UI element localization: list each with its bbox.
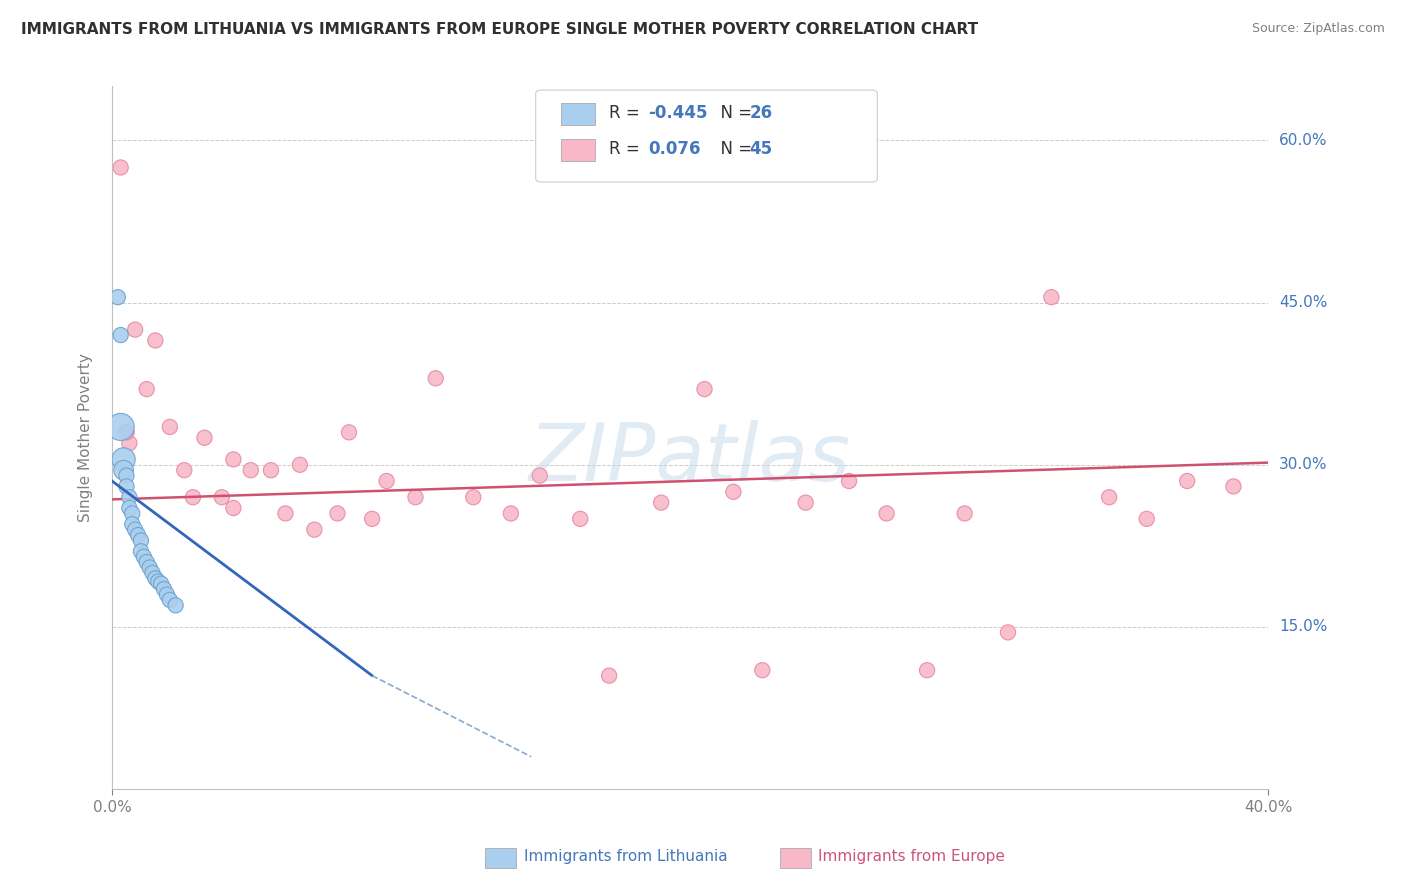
Point bbox=[118, 501, 141, 516]
Text: R =: R = bbox=[609, 104, 645, 122]
Point bbox=[751, 663, 773, 677]
Point bbox=[222, 452, 245, 467]
Point bbox=[222, 501, 245, 516]
Point bbox=[110, 161, 132, 175]
Point bbox=[361, 512, 384, 526]
Point bbox=[132, 549, 155, 564]
Point bbox=[1175, 474, 1198, 488]
Y-axis label: Single Mother Poverty: Single Mother Poverty bbox=[79, 353, 93, 522]
Point bbox=[211, 490, 233, 504]
Text: 60.0%: 60.0% bbox=[1279, 133, 1327, 148]
Point bbox=[110, 328, 132, 343]
Point bbox=[121, 517, 143, 532]
Text: 0.076: 0.076 bbox=[648, 140, 700, 158]
Point bbox=[115, 468, 138, 483]
Point bbox=[1098, 490, 1121, 504]
Point bbox=[304, 523, 326, 537]
Point bbox=[598, 668, 620, 682]
Point bbox=[159, 420, 181, 434]
Point bbox=[145, 571, 167, 585]
Point bbox=[997, 625, 1019, 640]
Text: N =: N = bbox=[710, 104, 758, 122]
Point bbox=[115, 479, 138, 493]
Point bbox=[112, 452, 135, 467]
Point bbox=[193, 431, 215, 445]
Point bbox=[337, 425, 360, 440]
Point bbox=[153, 582, 176, 596]
Point bbox=[1040, 290, 1063, 304]
Point bbox=[288, 458, 311, 472]
Text: ZIPatlas: ZIPatlas bbox=[529, 420, 851, 498]
Text: -0.445: -0.445 bbox=[648, 104, 707, 122]
Point bbox=[794, 495, 817, 509]
Point bbox=[693, 382, 716, 396]
Text: IMMIGRANTS FROM LITHUANIA VS IMMIGRANTS FROM EUROPE SINGLE MOTHER POVERTY CORREL: IMMIGRANTS FROM LITHUANIA VS IMMIGRANTS … bbox=[21, 22, 979, 37]
Point bbox=[274, 507, 297, 521]
Point bbox=[135, 382, 157, 396]
Point bbox=[165, 599, 187, 613]
Point bbox=[110, 420, 132, 434]
Point bbox=[121, 507, 143, 521]
Point bbox=[239, 463, 262, 477]
Text: R =: R = bbox=[609, 140, 650, 158]
Text: Source: ZipAtlas.com: Source: ZipAtlas.com bbox=[1251, 22, 1385, 36]
Point bbox=[260, 463, 283, 477]
Point bbox=[124, 323, 146, 337]
Point bbox=[463, 490, 485, 504]
Point bbox=[148, 574, 170, 589]
Point bbox=[150, 576, 173, 591]
Point bbox=[915, 663, 938, 677]
Point bbox=[159, 593, 181, 607]
Point bbox=[529, 468, 551, 483]
Point bbox=[173, 463, 195, 477]
Point bbox=[118, 490, 141, 504]
Text: 30.0%: 30.0% bbox=[1279, 458, 1327, 472]
Text: Immigrants from Europe: Immigrants from Europe bbox=[818, 849, 1005, 863]
Point bbox=[141, 566, 163, 580]
Point bbox=[129, 533, 152, 548]
Point bbox=[112, 463, 135, 477]
Point bbox=[425, 371, 447, 385]
Point bbox=[405, 490, 427, 504]
Point bbox=[838, 474, 860, 488]
Point bbox=[326, 507, 349, 521]
Point bbox=[138, 560, 160, 574]
Point bbox=[129, 544, 152, 558]
Text: 45: 45 bbox=[749, 140, 772, 158]
Point bbox=[135, 555, 157, 569]
Point bbox=[1222, 479, 1244, 493]
Point bbox=[375, 474, 398, 488]
Point bbox=[723, 484, 745, 499]
Point bbox=[115, 425, 138, 440]
Text: 15.0%: 15.0% bbox=[1279, 619, 1327, 634]
Point bbox=[156, 588, 179, 602]
Text: 26: 26 bbox=[749, 104, 772, 122]
Point bbox=[569, 512, 592, 526]
Point bbox=[124, 523, 146, 537]
Point bbox=[953, 507, 976, 521]
Text: 45.0%: 45.0% bbox=[1279, 295, 1327, 310]
Point bbox=[650, 495, 672, 509]
Point bbox=[118, 436, 141, 450]
Point bbox=[115, 425, 138, 440]
Point bbox=[876, 507, 898, 521]
Point bbox=[181, 490, 204, 504]
Point bbox=[127, 528, 149, 542]
Text: Immigrants from Lithuania: Immigrants from Lithuania bbox=[524, 849, 728, 863]
Point bbox=[499, 507, 522, 521]
Point bbox=[107, 290, 129, 304]
Point bbox=[1136, 512, 1159, 526]
Point bbox=[145, 334, 167, 348]
Text: N =: N = bbox=[710, 140, 758, 158]
